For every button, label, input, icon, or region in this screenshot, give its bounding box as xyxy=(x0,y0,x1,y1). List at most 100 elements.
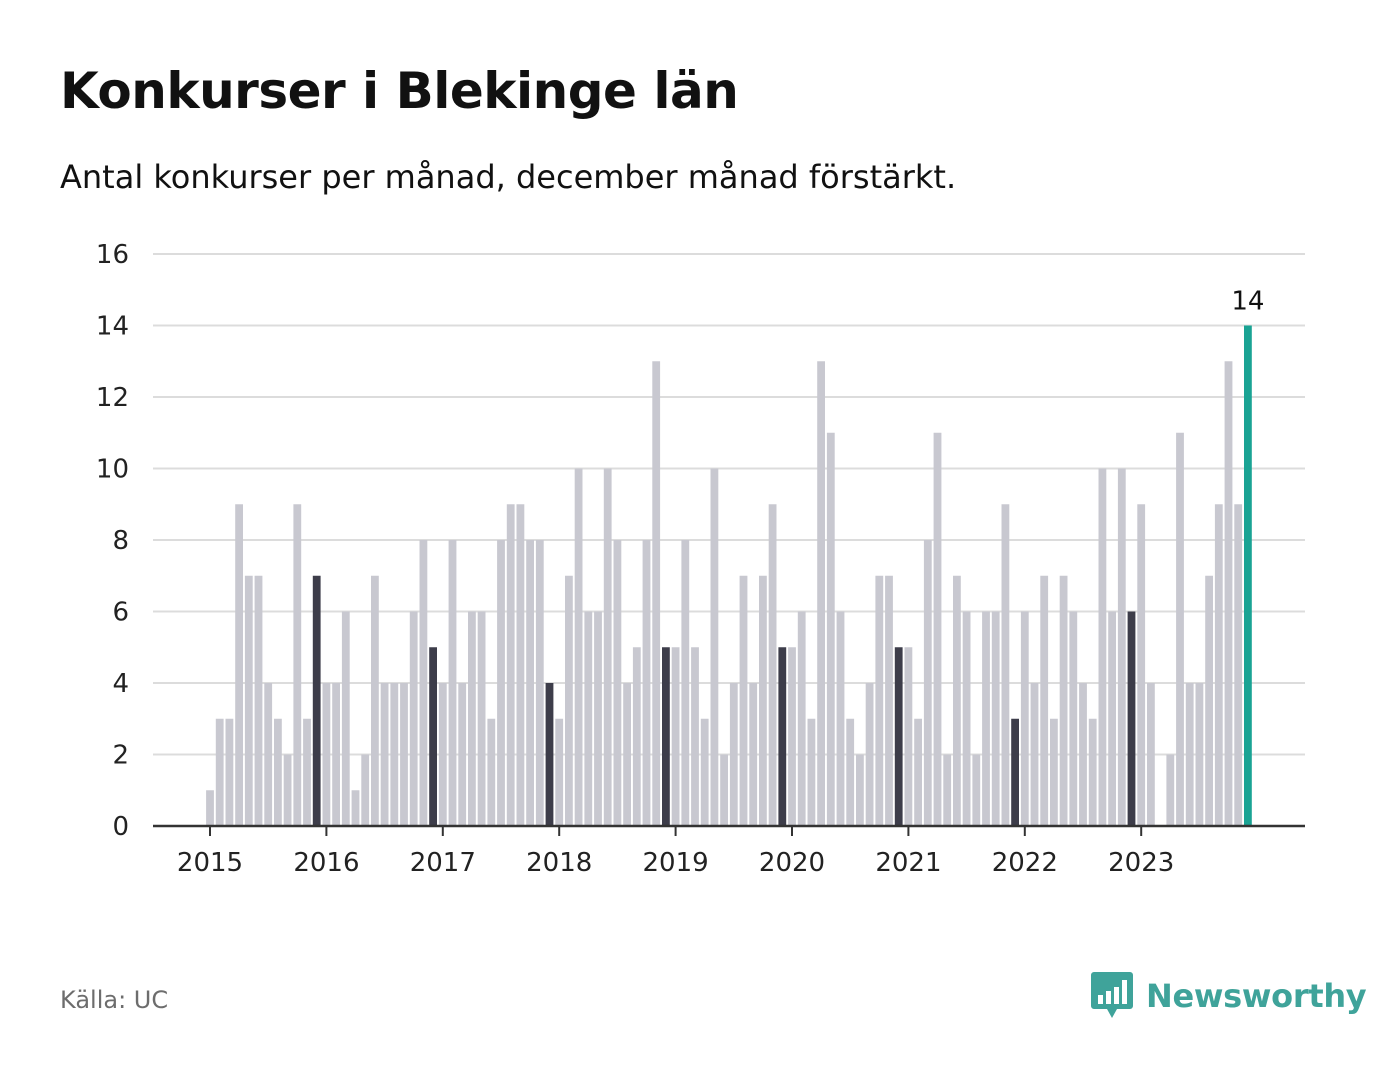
bar xyxy=(826,432,835,826)
x-tick-label: 2021 xyxy=(875,848,941,878)
bar xyxy=(332,683,340,826)
bar xyxy=(1205,575,1213,826)
bar xyxy=(565,575,573,826)
bar xyxy=(225,718,234,826)
bar xyxy=(458,683,467,826)
bar xyxy=(749,683,758,826)
bar xyxy=(836,611,845,826)
bar xyxy=(361,754,370,826)
bar xyxy=(856,754,864,826)
bar xyxy=(516,504,525,826)
data-labels: 14 xyxy=(1231,287,1264,317)
brand-name: Newsworthy xyxy=(1146,977,1367,1015)
bars xyxy=(206,325,1252,826)
x-tick-label: 2017 xyxy=(410,848,476,878)
bar xyxy=(438,683,447,826)
chart-title: Konkurser i Blekinge län xyxy=(60,62,739,120)
bar xyxy=(972,754,981,826)
bar xyxy=(1088,718,1097,826)
bar xyxy=(865,683,874,826)
x-axis xyxy=(153,824,1305,836)
bar xyxy=(817,361,825,826)
bar xyxy=(526,540,534,826)
bar xyxy=(1176,432,1184,826)
bar xyxy=(1098,468,1107,826)
newsworthy-logo-icon xyxy=(1091,972,1133,1018)
bar xyxy=(371,575,379,826)
bar xyxy=(1050,718,1058,826)
bar-december xyxy=(894,647,903,826)
bar xyxy=(671,647,680,826)
bar xyxy=(962,611,971,826)
bar xyxy=(293,504,302,826)
bar xyxy=(574,468,583,826)
bar xyxy=(341,611,350,826)
bar xyxy=(623,683,631,826)
bar xyxy=(274,718,282,826)
bar-latest xyxy=(1244,325,1252,826)
bar xyxy=(584,611,593,826)
bar xyxy=(1234,504,1243,826)
y-tick-label: 12 xyxy=(96,383,129,413)
bar xyxy=(1030,683,1039,826)
y-tick-label: 4 xyxy=(112,669,129,699)
bar xyxy=(477,611,486,826)
y-tick-label: 14 xyxy=(96,312,129,342)
bar xyxy=(885,575,893,826)
bar xyxy=(632,647,641,826)
bar xyxy=(1137,504,1146,826)
bar xyxy=(235,504,243,826)
bar xyxy=(215,718,224,826)
bar xyxy=(759,575,767,826)
bar xyxy=(1059,575,1068,826)
bar xyxy=(419,540,428,826)
bar xyxy=(943,754,952,826)
bar xyxy=(875,575,884,826)
bar xyxy=(380,683,389,826)
bar xyxy=(254,575,263,826)
bar xyxy=(535,540,544,826)
y-tick-label: 0 xyxy=(112,812,129,842)
bar xyxy=(982,611,990,826)
bar-december xyxy=(778,647,787,826)
bar xyxy=(283,754,292,826)
bar xyxy=(1108,611,1116,826)
y-tick-label: 16 xyxy=(96,240,129,270)
bar xyxy=(400,683,408,826)
bar xyxy=(642,540,651,826)
bar xyxy=(788,647,796,826)
bar xyxy=(923,540,932,826)
bar xyxy=(603,468,612,826)
y-tick-label: 2 xyxy=(112,741,129,771)
bar-december xyxy=(545,683,554,826)
bar-december xyxy=(662,647,670,826)
bar xyxy=(322,683,331,826)
y-axis-labels: 0 2 4 6 8 10 12 14 16 xyxy=(96,240,129,842)
brand-logo: Newsworthy xyxy=(1090,970,1367,1022)
bar xyxy=(691,647,699,826)
bar xyxy=(409,611,418,826)
bar xyxy=(1040,575,1049,826)
bar xyxy=(904,647,913,826)
x-tick-label: 2023 xyxy=(1108,848,1174,878)
bar xyxy=(497,540,505,826)
bar xyxy=(506,504,515,826)
bar-december xyxy=(1127,611,1136,826)
bar xyxy=(1185,683,1194,826)
bar xyxy=(468,611,476,826)
x-axis-labels: 2015 2016 2017 2018 2019 2020 2021 2022 2023 xyxy=(177,848,1174,878)
bar xyxy=(1020,611,1029,826)
chart-subtitle: Antal konkurser per månad, december måna… xyxy=(60,158,957,196)
bar-december xyxy=(429,647,437,826)
bar xyxy=(613,540,622,826)
bar-december xyxy=(312,575,321,826)
data-label-latest: 14 xyxy=(1231,287,1264,317)
bar xyxy=(807,718,816,826)
bar xyxy=(1069,611,1078,826)
bar xyxy=(1166,754,1175,826)
x-tick-label: 2019 xyxy=(643,848,709,878)
bar xyxy=(1214,504,1223,826)
bar xyxy=(1147,683,1155,826)
y-tick-label: 8 xyxy=(112,526,129,556)
